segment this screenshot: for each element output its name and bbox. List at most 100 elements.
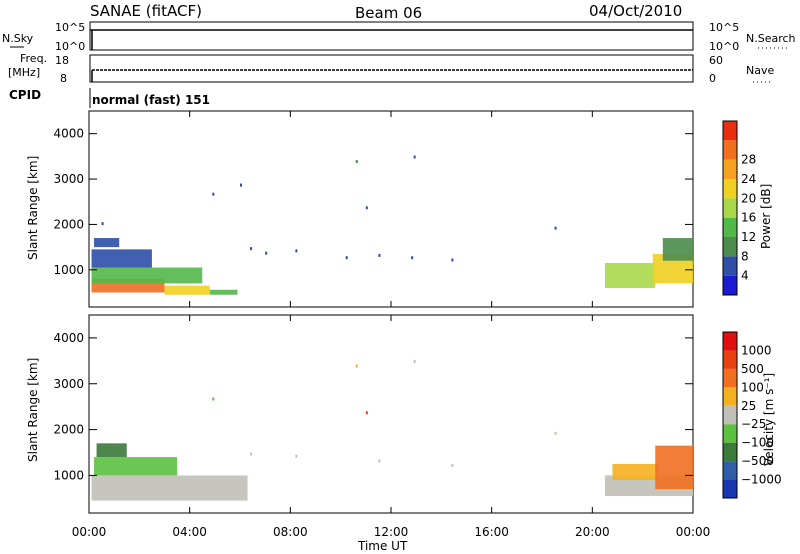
power-point-12 — [554, 226, 557, 230]
power-colorbar-swatch-4 — [723, 198, 737, 218]
nsearch-tick-bottom: 10^0 — [709, 40, 739, 53]
power-colorbar-swatch-3 — [723, 217, 737, 237]
velocity-region-4 — [612, 463, 658, 480]
velocity-ytick-label-2: 3000 — [53, 377, 84, 391]
freq-unit: [MHz] — [8, 66, 40, 79]
velocity-colorbar-swatch-5 — [723, 387, 737, 406]
power-region-2 — [91, 249, 152, 268]
nsky-tick-bottom: 10^0 — [55, 40, 85, 53]
velocity-point-5 — [413, 359, 416, 363]
time-axis-label: Time UT — [357, 539, 408, 553]
power-point-5 — [411, 256, 414, 260]
beam-title: Beam 06 — [355, 4, 422, 22]
power-point-3 — [345, 256, 348, 260]
nsky-tick-top: 10^5 — [55, 21, 85, 34]
power-point-0 — [250, 247, 253, 251]
power-point-8 — [413, 155, 416, 159]
power-region-3 — [94, 238, 120, 248]
power-colorbar: 4 8 12 16 20 24 28 — [722, 120, 756, 296]
power-point-9 — [212, 192, 215, 196]
velocity-colorbar-swatch-3 — [723, 424, 737, 443]
power-colorbar-swatch-0 — [723, 275, 737, 295]
time-tick-label-0: 00:00 — [72, 525, 107, 539]
power-panel: 1000 2000 3000 4000 Slant Range [km] — [26, 110, 694, 308]
velocity-ylabel: Slant Range [km] — [26, 358, 40, 462]
freq-tick-bottom: 8 — [60, 72, 67, 85]
power-point-4 — [378, 253, 381, 257]
power-ylabel: Slant Range [km] — [26, 156, 40, 260]
nsky-panel-frame — [89, 21, 694, 51]
power-colorbar-label: Power [dB] — [759, 184, 773, 249]
power-y-ticks: 1000 2000 3000 4000 — [53, 127, 693, 277]
velocity-point-2 — [378, 459, 381, 463]
time-tick-label-6: 00:00 — [676, 525, 711, 539]
velocity-colorbar-tick-5: −100 — [741, 436, 774, 450]
power-colorbar-swatch-5 — [723, 179, 737, 199]
velocity-colorbar-swatch-8 — [723, 332, 737, 351]
velocity-colorbar: 1000 500 100 25 −25 −100 −500 −1000 — [722, 331, 782, 499]
velocity-colorbar-swatch-0 — [723, 479, 737, 498]
freq-tick-top: 18 — [55, 54, 69, 67]
velocity-colorbar-tick-6: −500 — [741, 454, 774, 468]
power-ytick-label-2: 3000 — [53, 172, 84, 186]
power-ytick-label-1: 2000 — [53, 217, 84, 231]
time-tick-label-2: 08:00 — [273, 525, 308, 539]
nave-tick-top: 60 — [709, 54, 723, 67]
power-region-5 — [209, 289, 238, 295]
power-colorbar-tick-2: 12 — [741, 230, 756, 244]
velocity-point-6 — [212, 397, 215, 401]
velocity-colorbar-swatch-1 — [723, 461, 737, 480]
time-tick-label-3: 12:00 — [374, 525, 409, 539]
velocity-colorbar-label: Velocity [m s⁻¹] — [762, 373, 776, 466]
power-point-10 — [240, 183, 242, 187]
power-point-6 — [451, 258, 454, 262]
time-tick-label-4: 16:00 — [474, 525, 509, 539]
velocity-region-5 — [655, 445, 693, 490]
power-colorbar-tick-0: 4 — [741, 269, 749, 283]
velocity-region-1 — [94, 457, 178, 476]
power-colorbar-tick-5: 24 — [741, 172, 756, 186]
time-tick-label-1: 04:00 — [172, 525, 207, 539]
power-colorbar-swatch-8 — [723, 121, 737, 141]
power-point-7 — [355, 160, 358, 163]
cpid-text: normal (fast) 151 — [92, 93, 210, 107]
velocity-colorbar-frame — [722, 331, 738, 499]
power-region-4 — [164, 285, 210, 295]
power-colorbar-tick-3: 16 — [741, 211, 756, 225]
nave-tick-bottom: 0 — [709, 72, 716, 85]
velocity-panel: 1000 2000 3000 4000 Slant Range [km] — [26, 314, 694, 514]
power-point-13 — [101, 222, 104, 226]
nsearch-tick-top: 10^5 — [709, 21, 739, 34]
date-title: 04/Oct/2010 — [589, 2, 682, 20]
velocity-colorbar-tick-1: 500 — [741, 362, 764, 376]
power-region-6 — [604, 262, 656, 288]
time-axis: 00:00 04:00 08:00 12:00 16:00 20:00 00:00 — [72, 111, 711, 539]
power-colorbar-swatch-7 — [723, 140, 737, 160]
velocity-point-3 — [451, 463, 454, 467]
velocity-ytick-label-3: 4000 — [53, 331, 84, 345]
power-data-marks — [91, 155, 693, 295]
power-point-1 — [265, 251, 268, 255]
power-ytick-label-0: 1000 — [53, 263, 84, 277]
velocity-colorbar-tick-7: −1000 — [741, 473, 782, 487]
velocity-region-0 — [91, 475, 248, 501]
power-colorbar-swatch-1 — [723, 256, 737, 276]
velocity-colorbar-tick-3: 25 — [741, 399, 756, 413]
power-point-11 — [365, 206, 368, 210]
velocity-ytick-label-0: 1000 — [53, 468, 84, 482]
velocity-colorbar-swatch-6 — [723, 368, 737, 388]
velocity-colorbar-tick-0: 1000 — [741, 343, 772, 357]
velocity-colorbar-tick-4: −25 — [741, 417, 766, 431]
cpid-label: CPID — [9, 88, 41, 102]
velocity-data-marks — [91, 359, 693, 501]
velocity-point-0 — [250, 452, 253, 456]
velocity-colorbar-tick-2: 100 — [741, 380, 764, 394]
velocity-point-8 — [554, 431, 557, 435]
time-tick-label-5: 20:00 — [575, 525, 610, 539]
power-region-1 — [91, 267, 203, 284]
power-region-8 — [662, 238, 693, 261]
velocity-point-4 — [355, 364, 358, 368]
velocity-region-2 — [96, 443, 127, 458]
velocity-colorbar-swatch-2 — [723, 442, 737, 462]
nave-label: Nave — [746, 64, 774, 77]
